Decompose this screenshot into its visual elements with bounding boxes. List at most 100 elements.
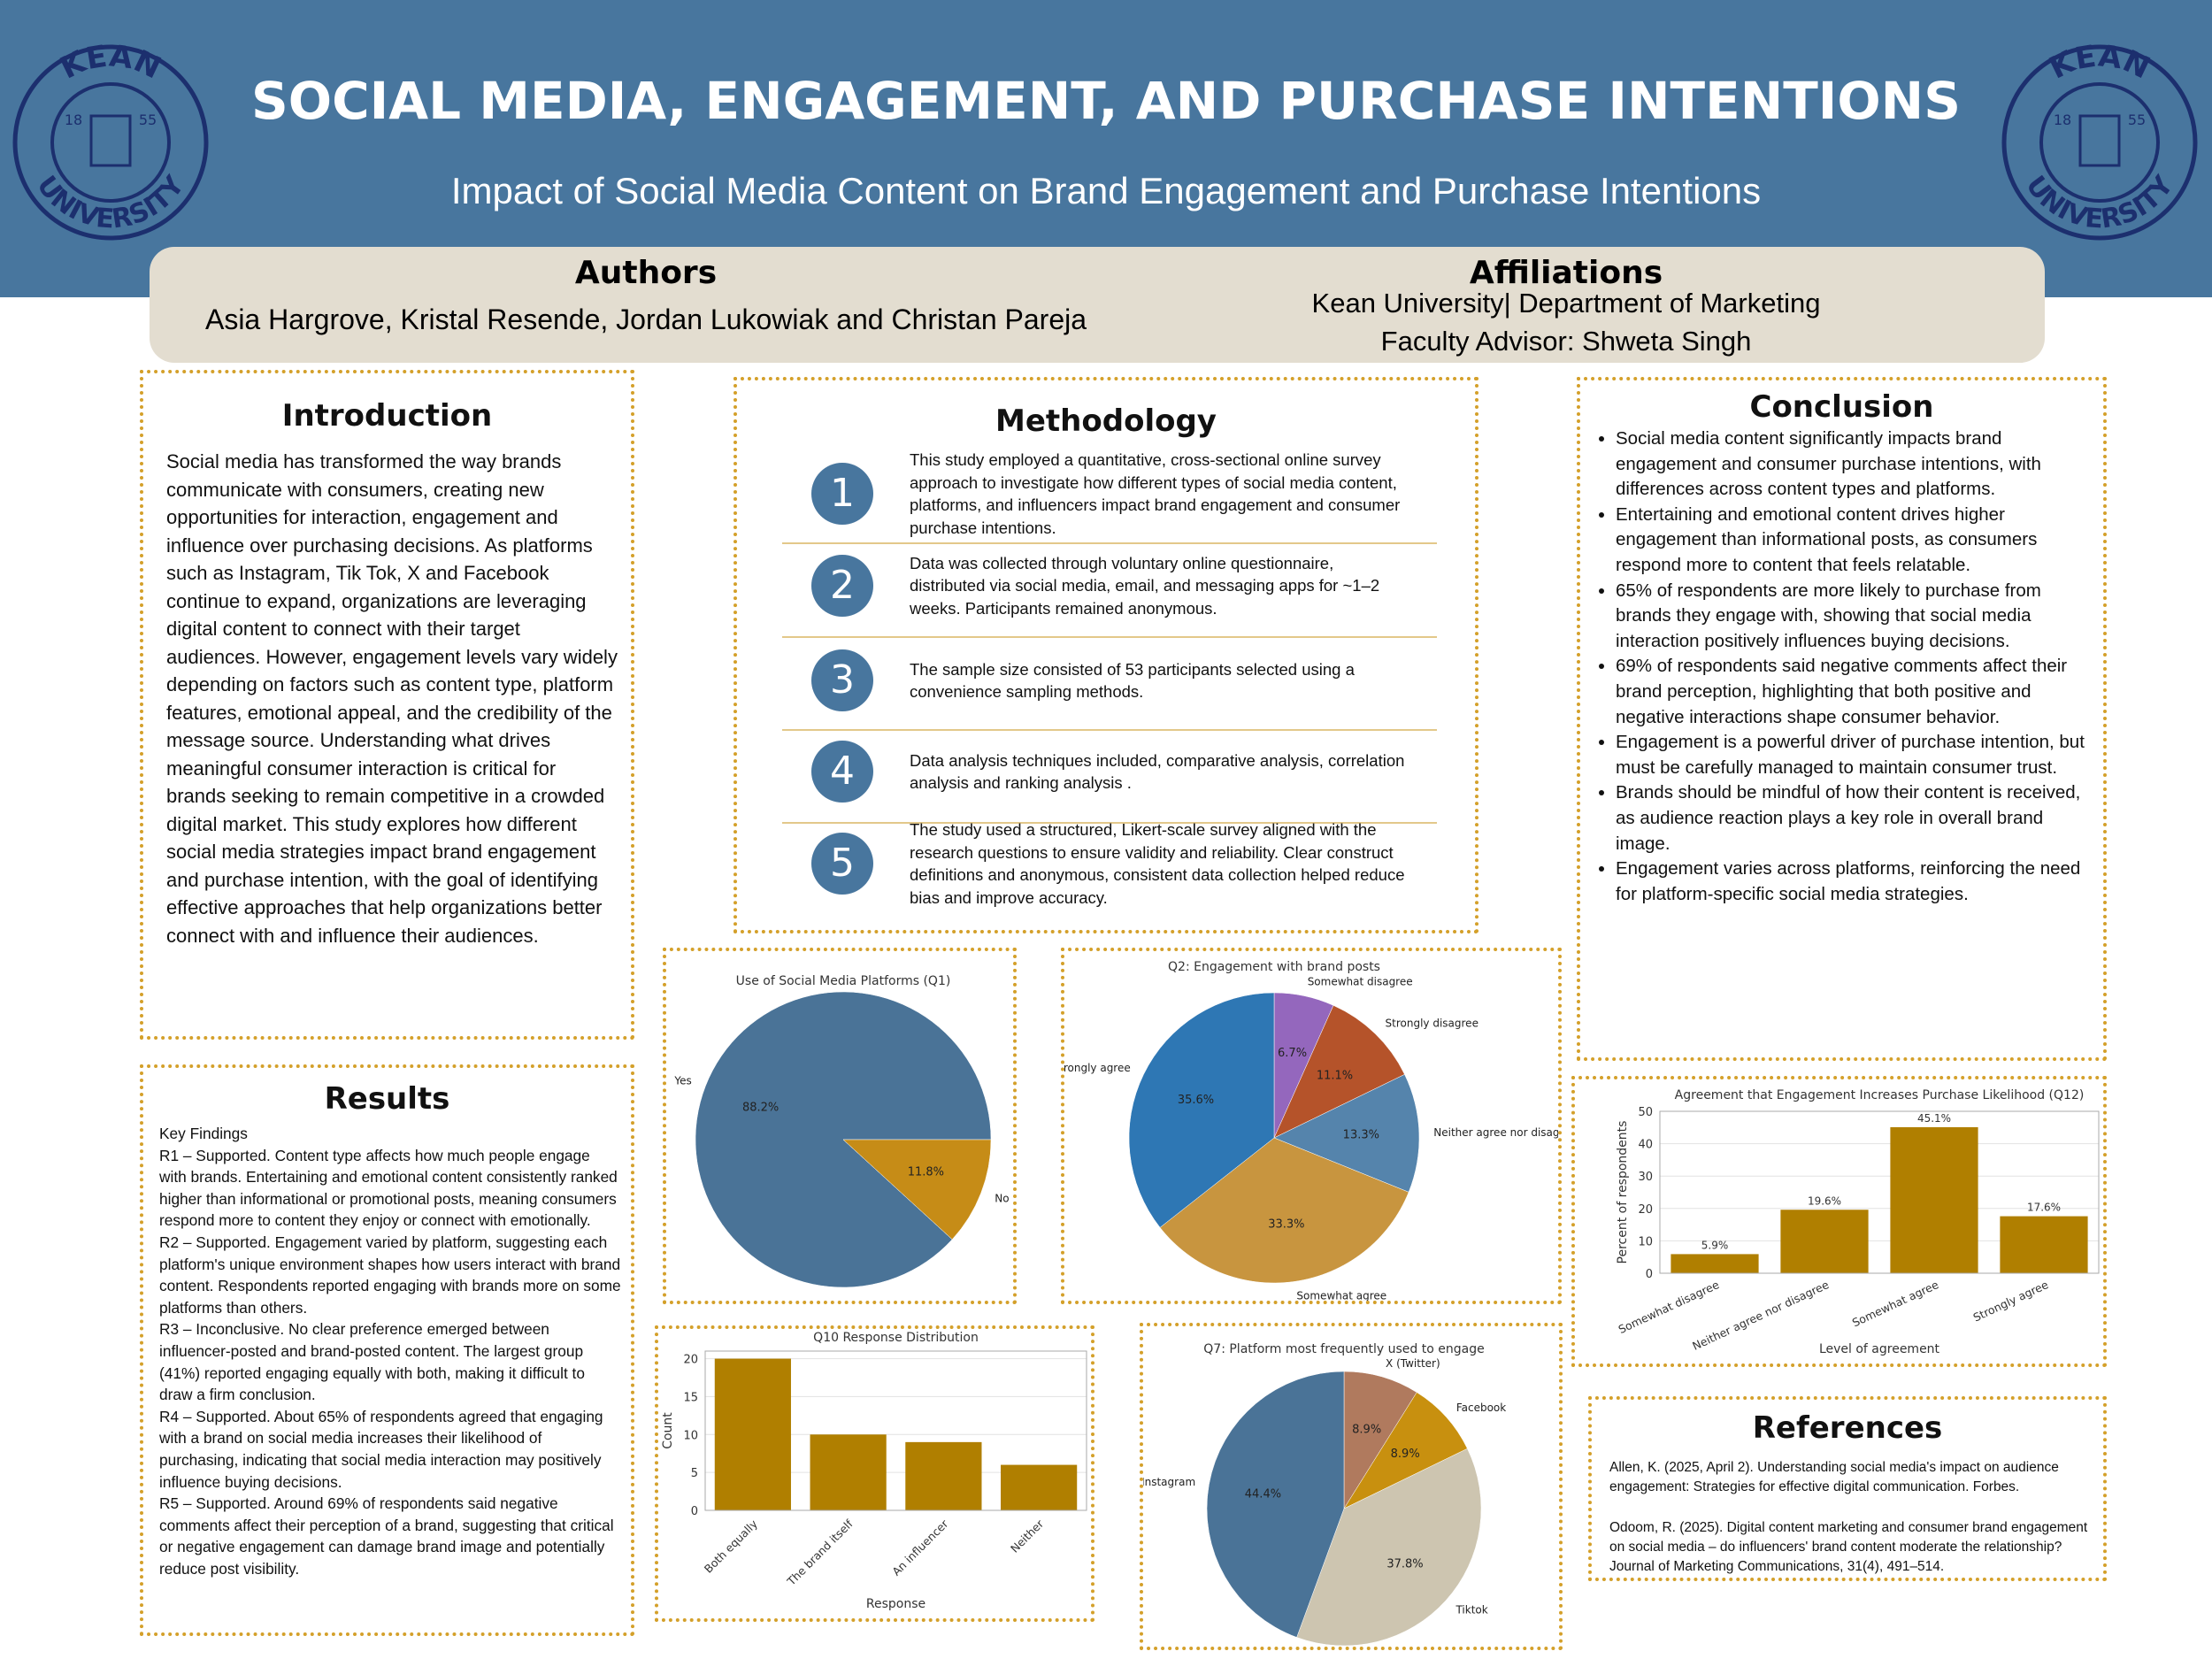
introduction-text: Social media has transformed the way bra…: [166, 450, 618, 947]
conclusion-bullet: 69% of respondents said negative comment…: [1616, 654, 2099, 730]
results-body: Key Findings R1 – Supported. Content type…: [159, 1123, 621, 1579]
chart: Q2: Engagement with brand posts 6.7% Somew…: [1053, 960, 1577, 1302]
chart: Use of Social Media Platforms (Q1) 88.2% Y…: [673, 974, 1010, 1288]
section-heading: Methodology: [995, 403, 1217, 439]
y-tick-label: 10: [683, 1429, 698, 1442]
pie-value-label: 6.7%: [1278, 1047, 1307, 1060]
step-circle: [811, 833, 873, 895]
logo-ring: [2039, 82, 2160, 203]
results-paragraph: R1 – Supported. Content type affects how…: [159, 1146, 618, 1230]
x-tick-label: Somewhat disagree: [1617, 1278, 1722, 1336]
references-panel: References Allen, K. (2025, April 2). Un…: [1588, 1396, 2107, 1581]
pie-category-label: Somewhat disagree: [1308, 976, 1413, 988]
conclusion-bullet: 65% of respondents are more likely to pu…: [1616, 579, 2099, 655]
logo-emblem: [2078, 114, 2121, 167]
pie-slice: [842, 1139, 992, 1240]
step-badge: 5: [811, 833, 873, 895]
pie-slice: [1128, 992, 1275, 1228]
bar: [905, 1441, 982, 1510]
y-tick-label: 10: [1638, 1235, 1653, 1248]
logo-ring: [50, 82, 171, 203]
conclusion-panel: Conclusion Social media content signific…: [1577, 377, 2107, 1061]
authors-box: [150, 247, 2045, 363]
step-text: The study used a structured, Likert-scal…: [910, 820, 1405, 907]
x-tick-label: Strongly agree: [1971, 1278, 2051, 1325]
x-tick-label: The brand itself: [784, 1517, 856, 1588]
conclusion-bullet: Entertaining and emotional content drive…: [1616, 503, 2099, 579]
pie-slice: [1273, 1073, 1420, 1193]
logo-year: 55: [2128, 111, 2146, 128]
step-divider: [782, 636, 1437, 638]
bar: [810, 1434, 887, 1510]
pie-category-label: Facebook: [1456, 1402, 1506, 1414]
bar: [1780, 1210, 1869, 1273]
step-number: 4: [830, 749, 855, 794]
pie-category-label: Strongly agree: [1064, 1062, 1131, 1074]
section-heading: Introduction: [281, 398, 493, 434]
y-axis-label: Percent of respondents: [1616, 1121, 1630, 1264]
results-paragraph: R2 – Supported. Engagement varied by pla…: [159, 1233, 621, 1317]
pie-value-label: 11.8%: [908, 1165, 944, 1179]
pie-value-label: 11.1%: [1317, 1069, 1353, 1082]
pie-slice: [1343, 1371, 1417, 1509]
step-circle: [811, 555, 873, 617]
pie-value-label: 13.3%: [1343, 1129, 1379, 1142]
affiliation-line: Faculty Advisor: Shweta Singh: [1380, 326, 1752, 357]
affiliation-line: Kean University| Department of Marketing: [1311, 288, 1821, 319]
y-tick-label: 20: [683, 1354, 698, 1367]
authors-names: Asia Hargrove, Kristal Resende, Jordan L…: [204, 303, 1087, 335]
pie-category-label: Strongly disagree: [1386, 1017, 1479, 1029]
x-tick-label: An influencer: [889, 1517, 951, 1578]
step-number: 5: [830, 841, 855, 886]
logo-ring: [12, 44, 209, 241]
references-list: Allen, K. (2025, April 2). Understanding…: [1609, 1458, 2093, 1598]
chart-title: Q7: Platform most frequently used to eng…: [1203, 1342, 1484, 1356]
logo-year: 18: [2054, 111, 2071, 128]
step-number: 1: [830, 471, 855, 516]
pie-category-label: X (Twitter): [1386, 1357, 1440, 1370]
pie-slice: [1296, 1448, 1482, 1647]
pie-category-label: Tiktok: [1455, 1603, 1487, 1616]
y-tick-label: 5: [691, 1467, 698, 1480]
pie-slice: [1273, 1004, 1405, 1139]
y-tick-label: 15: [683, 1391, 698, 1404]
pie-category-label: Yes: [673, 1074, 691, 1087]
step-badge: 3: [811, 649, 873, 711]
pie-slice: [1343, 1392, 1468, 1509]
pie-value-label: 37.8%: [1386, 1557, 1423, 1571]
pie-value-label: 8.9%: [1352, 1424, 1381, 1437]
logo-emblem: [89, 114, 132, 167]
pie-slice: [1206, 1371, 1345, 1638]
step-circle: [811, 463, 873, 525]
chart: Q7: Platform most frequently used to eng…: [1141, 1342, 1506, 1647]
step-text: Data analysis techniques included, compa…: [910, 750, 1405, 793]
pie-value-label: 44.4%: [1245, 1488, 1281, 1502]
chart-panel: Use of Social Media Platforms (Q1) 88.2% Y…: [663, 948, 1017, 1304]
step-text: The sample size consisted of 53 particip…: [910, 659, 1355, 702]
pie-category-label: Somewhat agree: [1296, 1290, 1386, 1301]
step-divider: [782, 729, 1437, 731]
pie-value-label: 8.9%: [1391, 1448, 1420, 1461]
axes-frame: [704, 1350, 1087, 1511]
logo-year: 18: [65, 111, 82, 128]
y-tick-label: 40: [1638, 1139, 1653, 1152]
chart: Agreement that Engagement Increases Purc…: [1616, 1088, 2100, 1356]
x-tick-label: Neither: [1008, 1517, 1047, 1555]
bar-value-label: 17.6%: [2027, 1202, 2061, 1214]
chart-title: Q10 Response Distribution: [813, 1331, 979, 1345]
conclusion-bullet: Engagement is a powerful driver of purch…: [1616, 730, 2099, 780]
bar: [2000, 1216, 2088, 1273]
chart-title: Q2: Engagement with brand posts: [1168, 960, 1380, 974]
bar: [1001, 1464, 1078, 1510]
step-text: Data was collected through voluntary onl…: [910, 553, 1380, 618]
x-axis-label: Level of agreement: [1819, 1342, 1940, 1356]
methodology-panel: Methodology 1 This study employed a quant…: [733, 377, 1479, 933]
step-number: 3: [830, 657, 855, 703]
y-tick-label: 50: [1638, 1106, 1653, 1119]
chart-title: Agreement that Engagement Increases Purc…: [1675, 1088, 2085, 1102]
bar: [714, 1358, 791, 1510]
step-badge: 2: [811, 555, 873, 617]
title: SOCIAL MEDIA, ENGAGEMENT, AND PURCHASE I…: [250, 71, 1961, 131]
